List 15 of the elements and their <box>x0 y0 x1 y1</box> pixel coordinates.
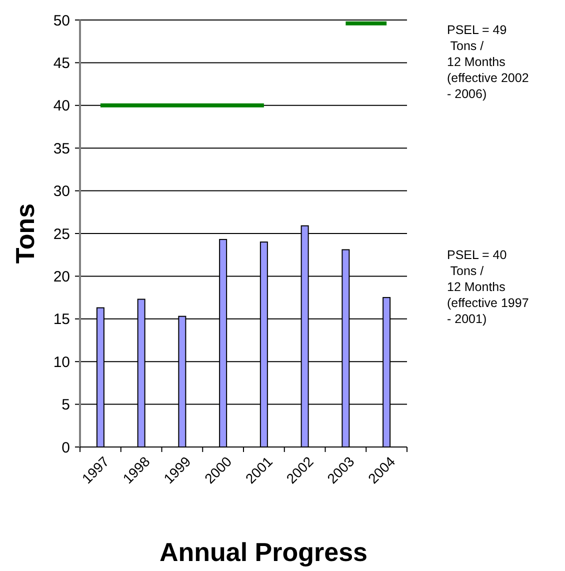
y-tick-label: 10 <box>53 354 70 371</box>
y-tick-label: 30 <box>53 183 70 200</box>
y-tick-label: 25 <box>53 226 70 243</box>
y-tick-label: 45 <box>53 54 70 72</box>
y-tick-label: 5 <box>62 396 70 414</box>
x-axis-title: Annual Progress <box>159 537 368 567</box>
y-axis-title: Tons <box>10 203 40 264</box>
y-tick-label: 40 <box>53 98 70 115</box>
text: PSEL = 40 Tons / 12 Months (effective 1997 - 2001) <box>447 248 529 326</box>
y-tick-label: 20 <box>53 268 70 286</box>
text: PSEL = 49 Tons / 12 Months (effective 2002 - 2006) <box>447 23 529 101</box>
y-tick-label: 15 <box>53 311 70 328</box>
y-tick-label: 35 <box>53 140 70 158</box>
y-tick-label: 50 <box>53 12 70 30</box>
y-tick-label: 0 <box>62 439 70 456</box>
